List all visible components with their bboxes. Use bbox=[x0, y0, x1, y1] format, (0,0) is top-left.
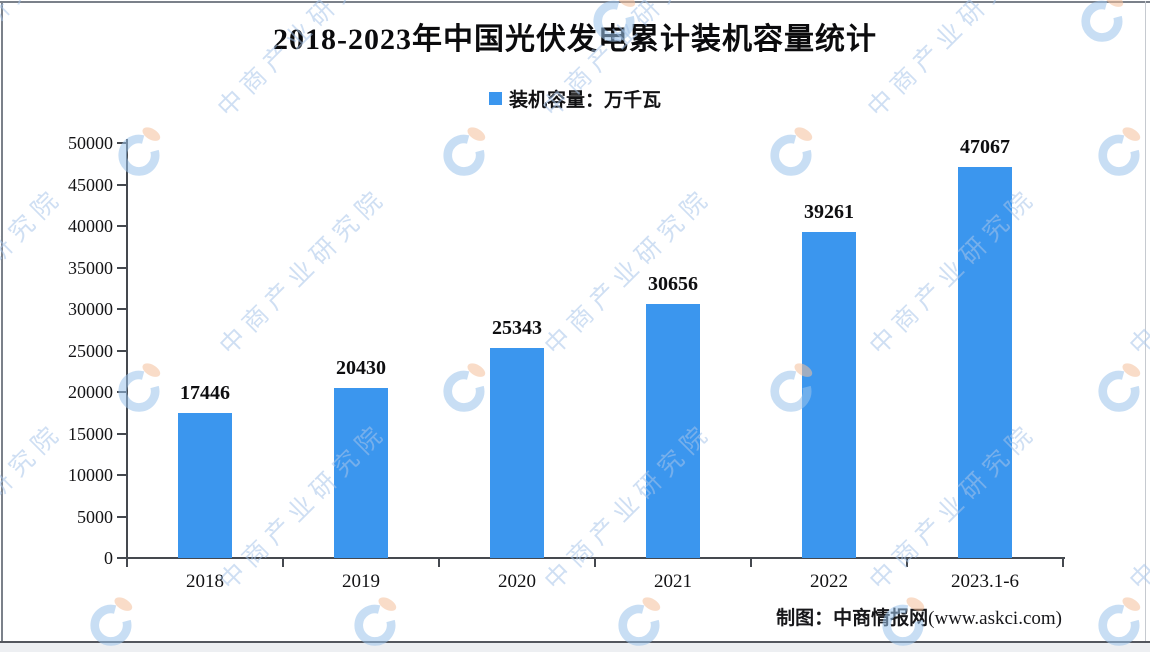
footer-credit-text: 制图：中商情报网 bbox=[776, 608, 929, 629]
bar-value-label: 17446 bbox=[180, 382, 230, 405]
bar-value-label: 30656 bbox=[648, 272, 698, 295]
y-axis-tick-label: 25000 bbox=[68, 340, 113, 361]
legend-marker-icon bbox=[488, 91, 502, 105]
y-axis-tick-label: 30000 bbox=[68, 299, 113, 319]
y-axis-tick-label: 15000 bbox=[68, 423, 113, 444]
footer-credit-url: (www.askci.com) bbox=[928, 608, 1062, 629]
y-axis-tick bbox=[117, 142, 126, 144]
x-axis-tick bbox=[906, 559, 908, 567]
bottom-strip bbox=[0, 643, 1150, 652]
y-axis-tick bbox=[117, 183, 126, 186]
frame-top-border bbox=[0, 1, 1150, 3]
x-axis-tick bbox=[594, 559, 596, 567]
legend: 装机容量：万千瓦 bbox=[0, 84, 1150, 112]
frame-right-border bbox=[1145, 1, 1146, 642]
y-axis-tick-label: 20000 bbox=[68, 382, 113, 402]
x-axis-label: 2022 bbox=[810, 571, 848, 592]
bar-value-label: 39261 bbox=[804, 201, 854, 224]
y-axis-tick bbox=[117, 308, 126, 310]
bar bbox=[178, 413, 232, 558]
y-axis-tick bbox=[117, 349, 126, 352]
x-axis-tick bbox=[126, 559, 128, 567]
bar bbox=[802, 232, 856, 558]
x-axis-label: 2018 bbox=[186, 571, 224, 592]
y-axis-tick-label: 40000 bbox=[68, 216, 113, 236]
x-axis-tick bbox=[438, 559, 440, 567]
x-axis-label: 2019 bbox=[342, 571, 380, 592]
y-axis-tick bbox=[117, 515, 126, 518]
bar-value-label: 47067 bbox=[960, 136, 1010, 159]
bar bbox=[958, 167, 1012, 558]
x-axis-label: 2020 bbox=[498, 571, 536, 592]
x-axis-label: 2021 bbox=[654, 571, 692, 592]
y-axis-tick bbox=[117, 432, 126, 435]
y-axis-tick bbox=[117, 557, 126, 559]
frame-bottom-border bbox=[0, 641, 1150, 643]
y-axis-line bbox=[126, 139, 128, 559]
chart-title: 2018-2023年中国光伏发电累计装机容量统计 bbox=[273, 23, 877, 56]
y-axis-tick-label: 45000 bbox=[68, 174, 113, 195]
bar bbox=[490, 347, 544, 558]
y-axis-tick-label: 0 bbox=[104, 548, 113, 568]
bar-value-label: 20430 bbox=[336, 357, 386, 380]
y-axis-tick bbox=[117, 266, 126, 269]
bar-value-label: 25343 bbox=[492, 316, 542, 339]
footer-credit: 制图：中商情报网(www.askci.com) bbox=[776, 606, 1062, 632]
legend-label: 装机容量：万千瓦 bbox=[508, 89, 661, 111]
x-axis-tick bbox=[1062, 559, 1064, 567]
y-axis-tick-label: 35000 bbox=[68, 257, 113, 278]
frame-left-border bbox=[1, 1, 3, 642]
y-axis-tick-label: 50000 bbox=[68, 133, 113, 153]
y-axis-tick-label: 5000 bbox=[77, 506, 113, 527]
x-axis-line bbox=[126, 557, 1065, 559]
y-axis-tick bbox=[117, 391, 126, 393]
x-axis-label: 2023.1-6 bbox=[950, 571, 1020, 592]
x-axis-tick bbox=[750, 559, 752, 567]
x-axis-tick bbox=[282, 559, 284, 567]
bar bbox=[646, 303, 700, 558]
bar bbox=[334, 388, 388, 558]
y-axis-tick bbox=[117, 225, 126, 227]
y-axis-tick bbox=[117, 474, 126, 476]
y-axis-tick-label: 10000 bbox=[68, 465, 113, 485]
